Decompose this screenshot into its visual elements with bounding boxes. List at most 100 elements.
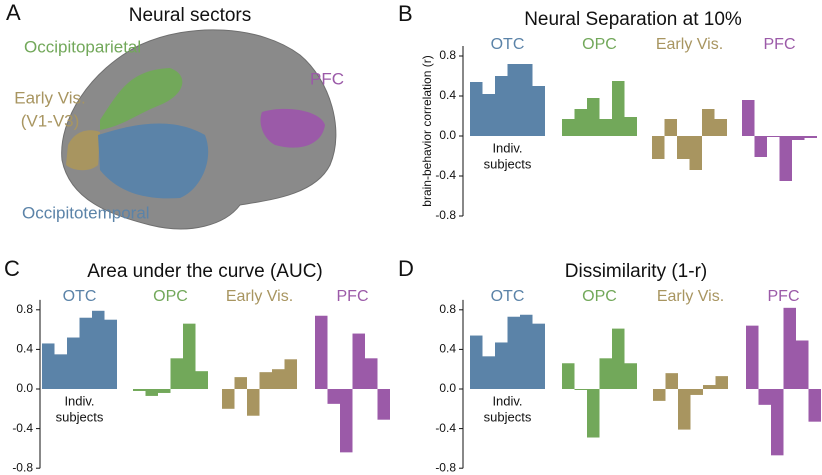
bar xyxy=(222,389,235,409)
group-label: Early Vis. xyxy=(657,288,724,305)
y-tick-label: 0.0 xyxy=(439,128,456,142)
group-label: OTC xyxy=(491,36,525,53)
bar xyxy=(183,323,196,389)
bar xyxy=(664,119,677,136)
region-early xyxy=(66,130,100,171)
region-label: Occipitotemporal xyxy=(22,203,150,222)
y-tick-label: 0.8 xyxy=(439,48,456,62)
bar xyxy=(377,389,390,420)
group-label: PFC xyxy=(768,288,800,305)
bar xyxy=(767,136,780,137)
bar xyxy=(746,325,759,389)
bar xyxy=(754,136,767,157)
bar xyxy=(520,64,533,136)
group-label: OPC xyxy=(153,288,188,305)
panel-letter: A xyxy=(6,0,21,25)
bar xyxy=(284,359,297,389)
y-tick-label: 0.4 xyxy=(439,88,456,102)
y-tick-label: 0.4 xyxy=(16,342,33,356)
annotation: subjects xyxy=(56,409,104,424)
bar xyxy=(652,136,665,159)
bar xyxy=(532,323,545,389)
panel-letter: D xyxy=(398,256,414,281)
bar xyxy=(714,119,727,136)
y-axis-label: brain-behavior correlation (r) xyxy=(420,55,434,206)
y-tick-label: -0.8 xyxy=(435,460,456,474)
bar xyxy=(315,315,328,389)
bar xyxy=(562,119,575,136)
bar xyxy=(495,76,508,136)
bar xyxy=(574,109,587,136)
bar xyxy=(715,376,728,389)
bar xyxy=(702,109,715,136)
region-pfc xyxy=(260,108,325,148)
bar xyxy=(758,389,771,405)
bar xyxy=(352,333,365,389)
region-label: Occipitoparietal xyxy=(24,37,141,56)
bar xyxy=(104,319,117,389)
bar xyxy=(779,136,792,181)
bar xyxy=(42,343,55,389)
y-tick-label: 0.8 xyxy=(16,302,33,316)
group-label: PFC xyxy=(337,288,369,305)
bar xyxy=(67,337,80,389)
brain-illustration xyxy=(61,29,337,230)
bar xyxy=(690,389,703,395)
bar xyxy=(665,373,678,389)
bar xyxy=(247,389,260,416)
bar xyxy=(742,100,755,136)
bar xyxy=(145,389,158,396)
bar xyxy=(703,385,716,389)
bar xyxy=(54,354,67,389)
region-label: Early Vis. xyxy=(14,88,86,107)
region-label: PFC xyxy=(310,69,344,88)
region-label: (V1-V3) xyxy=(21,111,80,130)
bar xyxy=(79,317,92,389)
bar xyxy=(653,389,666,401)
bar xyxy=(470,335,483,389)
annotation: Indiv. xyxy=(492,140,522,155)
bar xyxy=(158,389,171,393)
bar xyxy=(599,358,612,389)
bar xyxy=(495,342,508,389)
panel-letter: B xyxy=(398,1,413,26)
group-label: OTC xyxy=(491,288,525,305)
chart-title: Neural Separation at 10% xyxy=(524,9,742,30)
bar xyxy=(624,363,637,389)
annotation: subjects xyxy=(484,156,532,171)
panel-title: Neural sectors xyxy=(129,5,252,26)
y-tick-label: -0.4 xyxy=(435,168,456,182)
bar xyxy=(365,358,378,389)
chart-title: Dissimilarity (1-r) xyxy=(565,261,707,282)
bar xyxy=(796,340,809,389)
y-tick-label: 0.0 xyxy=(16,381,33,395)
bar xyxy=(599,119,612,136)
bar xyxy=(808,389,821,422)
bar xyxy=(507,64,520,136)
annotation: Indiv. xyxy=(64,393,94,408)
bar xyxy=(170,358,183,389)
group-label: PFC xyxy=(764,36,796,53)
bar xyxy=(272,369,285,389)
y-tick-label: -0.8 xyxy=(435,208,456,222)
bar xyxy=(195,371,208,389)
bar xyxy=(587,98,600,136)
bar xyxy=(482,356,495,389)
bar xyxy=(574,389,587,390)
bar xyxy=(340,389,353,453)
region-otc xyxy=(98,123,209,199)
bar xyxy=(612,328,625,389)
bar xyxy=(587,389,600,438)
chart-title: Area under the curve (AUC) xyxy=(87,261,323,282)
group-label: OPC xyxy=(582,288,617,305)
group-label: Early Vis. xyxy=(656,36,723,53)
bar xyxy=(507,316,520,389)
y-tick-label: 0.8 xyxy=(439,302,456,316)
bar xyxy=(482,94,495,136)
bar xyxy=(677,136,690,159)
y-tick-label: -0.4 xyxy=(12,421,33,435)
bar xyxy=(520,314,533,389)
bar xyxy=(133,389,146,391)
y-tick-label: 0.4 xyxy=(439,342,456,356)
